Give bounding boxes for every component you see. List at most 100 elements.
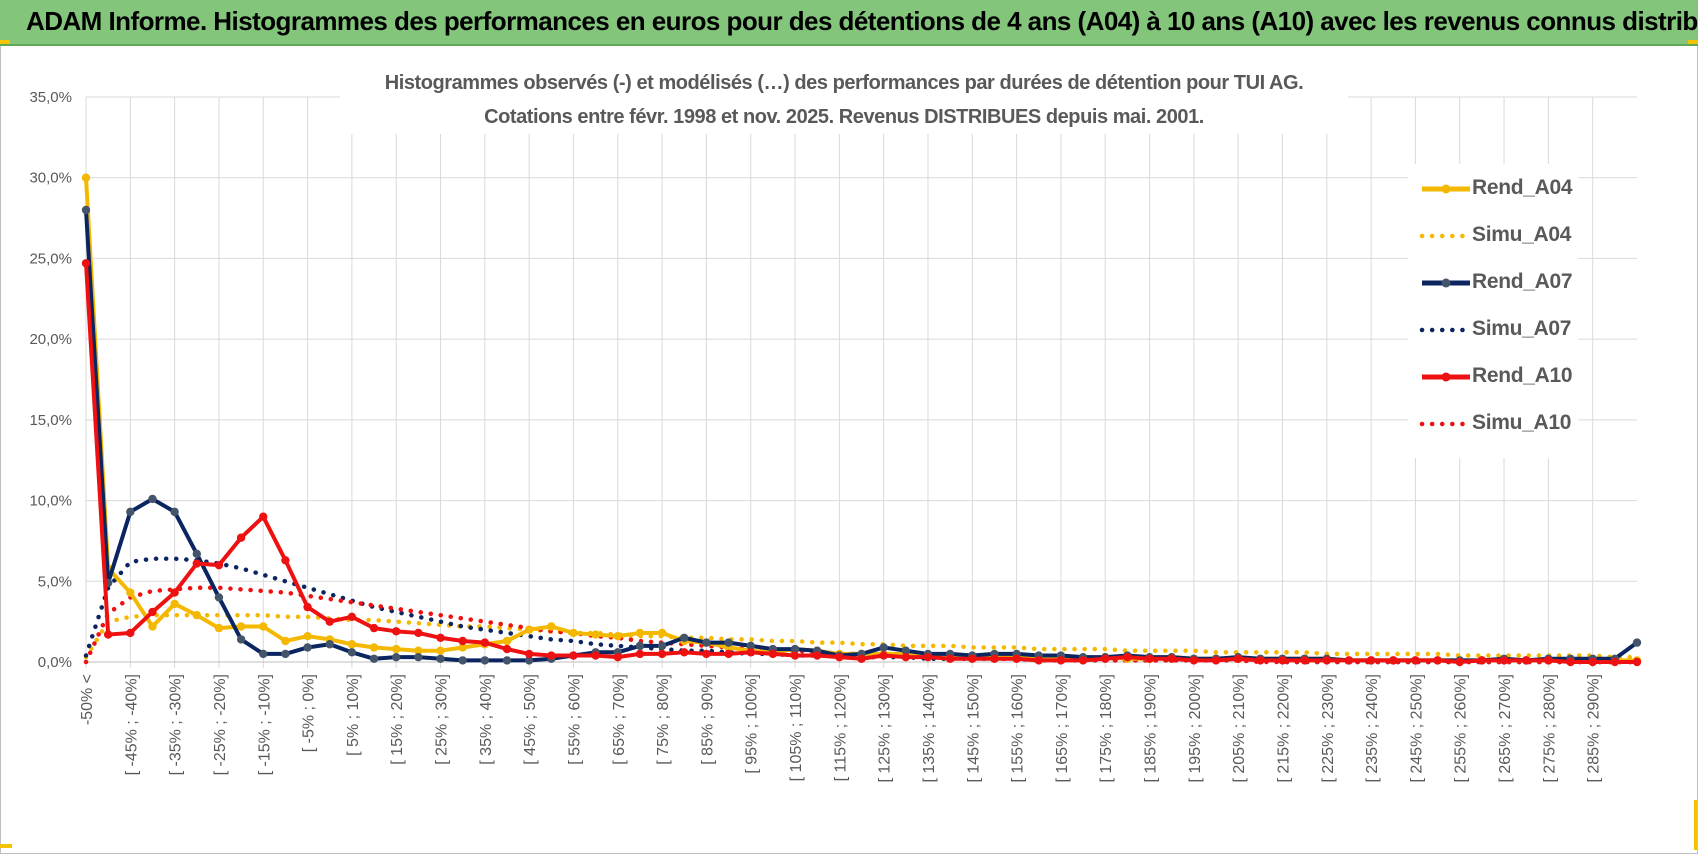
legend-swatch: [1422, 184, 1470, 194]
legend-label: Rend_A04: [1472, 176, 1573, 199]
y-tick-label: 10,0%: [29, 493, 72, 510]
data-point-Rend_A07: [436, 654, 445, 663]
legend-item-Rend_A07: Rend_A07: [1408, 264, 1578, 311]
data-point-Rend_A04: [635, 628, 645, 638]
x-tick-label: -50% <: [79, 674, 96, 725]
data-point-Rend_A04: [436, 646, 445, 655]
data-point-Rend_A10: [1101, 654, 1110, 663]
data-point-Rend_A07: [126, 507, 135, 517]
data-point-Rend_A10: [1300, 656, 1309, 665]
x-tick-label: [ 105% ; 110%]: [788, 674, 805, 781]
corner-mark-top-right: [1688, 40, 1698, 44]
x-tick-label: [ 275% ; 280%]: [1541, 674, 1558, 783]
x-tick-label: [ 265% ; 270%]: [1497, 674, 1514, 783]
data-point-Rend_A04: [524, 625, 534, 634]
data-point-Rend_A10: [347, 612, 357, 621]
x-tick-label: [ 35% ; 40%]: [478, 674, 495, 765]
data-point-Rend_A07: [901, 646, 911, 655]
data-point-Rend_A10: [1256, 656, 1265, 665]
data-point-Rend_A10: [1389, 656, 1398, 665]
data-point-Rend_A10: [524, 649, 534, 659]
data-point-Rend_A07: [236, 635, 246, 644]
data-point-Rend_A07: [170, 507, 179, 517]
legend-swatch-marker: [1441, 184, 1451, 194]
data-point-Rend_A10: [1278, 656, 1287, 665]
data-point-Rend_A10: [414, 628, 423, 638]
data-point-Rend_A04: [148, 622, 157, 631]
data-point-Rend_A10: [148, 607, 157, 617]
data-point-Rend_A07: [480, 656, 490, 665]
data-point-Rend_A10: [214, 560, 224, 570]
corner-mark-top-left: [0, 40, 10, 44]
data-point-Rend_A10: [812, 651, 822, 660]
data-point-Rend_A10: [680, 648, 689, 657]
data-point-Rend_A10: [724, 649, 733, 659]
data-point-Rend_A04: [192, 610, 201, 620]
legend-item-Simu_A04: Simu_A04: [1408, 217, 1578, 264]
x-tick-label: [ 115% ; 120%]: [832, 674, 849, 781]
data-point-Rend_A04: [657, 628, 667, 638]
x-tick-label: [ 175% ; 180%]: [1098, 674, 1115, 783]
data-point-Rend_A10: [1588, 657, 1597, 667]
chart-title-line-1: Histogrammes observés (-) et modélisés (…: [384, 72, 1304, 94]
data-point-Rend_A04: [81, 173, 91, 182]
legend-item-Simu_A10: Simu_A10: [1408, 405, 1578, 452]
data-point-Rend_A10: [458, 636, 467, 646]
data-point-Rend_A10: [1056, 656, 1066, 665]
data-point-Rend_A10: [192, 559, 201, 568]
data-point-Rend_A07: [148, 494, 157, 504]
data-point-Rend_A10: [1078, 656, 1088, 665]
x-tick-label: [ 65% ; 70%]: [611, 674, 628, 765]
x-tick-label: [ 45% ; 50%]: [522, 674, 539, 765]
x-tick-label: [ -45% ; -40%]: [123, 674, 140, 775]
data-point-Rend_A07: [746, 641, 755, 651]
legend-label: Rend_A10: [1472, 364, 1573, 387]
data-point-Rend_A07: [259, 649, 268, 659]
legend-swatch: [1419, 421, 1473, 427]
x-tick-label: [ -35% ; -30%]: [168, 674, 185, 775]
legend-swatch: [1422, 278, 1470, 288]
data-point-Rend_A04: [502, 636, 512, 646]
x-tick-label: [ 205% ; 210%]: [1231, 674, 1248, 783]
data-point-Rend_A04: [170, 599, 179, 609]
series-line-Simu_A04: [83, 612, 1640, 660]
data-point-Rend_A10: [1566, 657, 1575, 667]
x-tick-label: [ 25% ; 30%]: [434, 674, 451, 765]
data-point-Rend_A07: [281, 649, 290, 659]
corner-mark-right-vertical: [1694, 800, 1697, 850]
data-point-Rend_A07: [303, 643, 312, 652]
data-point-Rend_A10: [1544, 656, 1553, 665]
x-tick-label: [ 155% ; 160%]: [1010, 674, 1027, 783]
x-tick-label: [ 95% ; 100%]: [744, 674, 761, 774]
data-point-Rend_A07: [214, 593, 224, 602]
data-point-Rend_A10: [990, 654, 999, 663]
data-point-Rend_A10: [1145, 654, 1154, 663]
legend-label: Simu_A04: [1472, 223, 1572, 246]
data-point-Rend_A10: [1167, 654, 1176, 663]
data-point-Rend_A10: [945, 654, 955, 663]
data-point-Rend_A04: [303, 631, 312, 641]
legend-swatch-marker: [1441, 278, 1451, 288]
data-point-Rend_A10: [1189, 656, 1199, 665]
data-point-Rend_A10: [768, 649, 778, 659]
data-point-Rend_A10: [835, 652, 844, 662]
legend-item-Rend_A04: Rend_A04: [1408, 170, 1578, 217]
x-tick-label: [ 215% ; 220%]: [1275, 674, 1292, 783]
y-tick-label: 20,0%: [29, 331, 72, 348]
chart-title: Histogrammes observés (-) et modélisés (…: [340, 66, 1348, 134]
data-point-Rend_A04: [259, 622, 268, 631]
y-tick-label: 0,0%: [38, 654, 72, 671]
data-point-Rend_A10: [392, 627, 401, 636]
data-point-Rend_A10: [591, 651, 600, 660]
y-tick-label: 35,0%: [29, 89, 72, 106]
data-point-Rend_A10: [1411, 656, 1420, 665]
x-tick-label: [ 195% ; 200%]: [1187, 674, 1204, 783]
data-point-Rend_A07: [635, 641, 645, 651]
y-tick-label: 5,0%: [38, 573, 72, 590]
data-point-Rend_A07: [790, 644, 800, 654]
legend-label: Simu_A10: [1472, 411, 1572, 434]
data-point-Rend_A07: [702, 638, 711, 647]
legend-label: Rend_A07: [1472, 270, 1573, 293]
data-point-Rend_A04: [414, 646, 423, 655]
